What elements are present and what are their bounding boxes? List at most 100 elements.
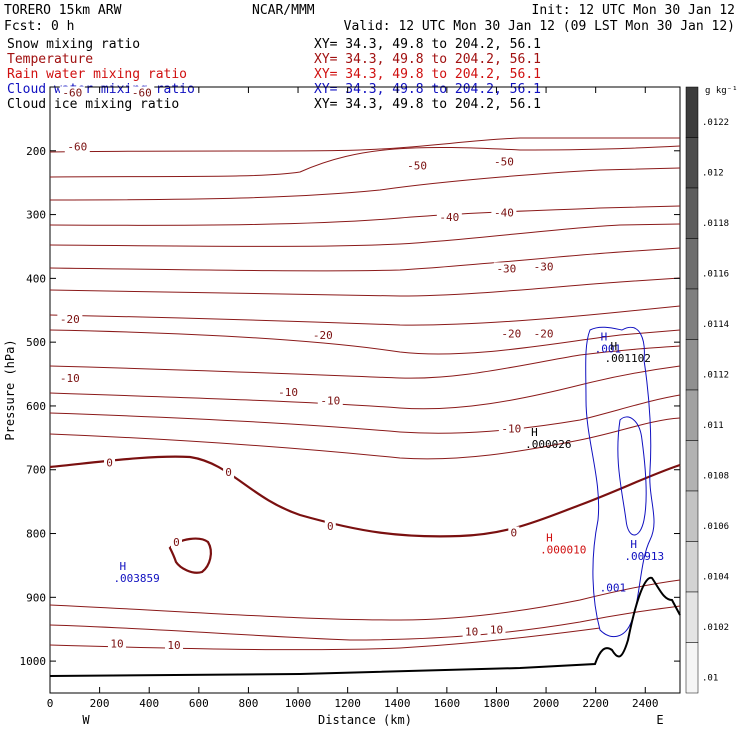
colorbar-label: .0112 (702, 370, 729, 380)
temperature-label: -10 (278, 386, 298, 399)
y-tick-label: 600 (26, 400, 46, 413)
x-tick-label: 1400 (384, 697, 411, 710)
temperature-label: 0 (225, 466, 232, 479)
x-tick-label: 1800 (483, 697, 510, 710)
temperature-label: -20 (313, 329, 333, 342)
extrema-labels: H.001H.001102H.000026H.000010H.003859H.0… (113, 331, 664, 595)
temperature-label: -40 (494, 206, 514, 219)
isotherm-line (49, 579, 681, 621)
freezing-closed-contour (168, 537, 212, 574)
extremum-mark: H (546, 531, 553, 544)
colorbar-segment (685, 86, 699, 138)
label-mask (498, 327, 524, 340)
field-legend: Snow mixing ratio XY= 34.3, 49.8 to 204.… (7, 37, 541, 112)
extremum-value: .003859 (113, 572, 159, 585)
y-tick-label: 300 (26, 209, 46, 222)
y-tick-label: 800 (26, 528, 46, 541)
isotherm-line (49, 223, 681, 247)
label-mask (59, 86, 85, 99)
x-axis-title: Distance (km) (318, 713, 412, 727)
label-mask (498, 422, 524, 435)
isotherm-line (49, 145, 681, 178)
label-mask (436, 210, 462, 223)
extremum-value: .001 (595, 343, 622, 356)
label-mask (404, 159, 430, 172)
extremum-value: .00913 (624, 550, 664, 563)
label-mask (104, 456, 116, 469)
colorbar-segment (685, 389, 699, 441)
temperature-label: -10 (320, 394, 340, 407)
temperature-label: 0 (106, 456, 113, 469)
label-mask (324, 520, 336, 533)
extremum-mark: H (119, 560, 126, 573)
y-axis: 200 300 400 500 600 700 800 900 10 0 0 (20, 145, 680, 668)
colorbar-label: .0116 (702, 269, 729, 279)
colorbar-segment (685, 339, 699, 391)
temperature-label: -60 (132, 86, 152, 99)
isotherm-line (49, 345, 681, 379)
label-mask (64, 140, 90, 153)
freezing-contour (49, 455, 681, 538)
temperature-label: 0 (173, 536, 180, 549)
x-tick-label: 600 (189, 697, 209, 710)
terrain (49, 576, 681, 677)
label-mask (493, 262, 519, 275)
extremum-value: .001 (600, 582, 627, 595)
temperature-label: -60 (67, 141, 87, 154)
y-tick-label: 900 (26, 591, 46, 604)
freezing-level (49, 455, 681, 574)
isotherm-line (49, 605, 681, 641)
colorbar-label: .0106 (702, 522, 729, 532)
forecast-hour: Fcst: 0 h (4, 19, 74, 34)
temperature-label: -50 (407, 160, 427, 173)
x-tick-label: 1200 (334, 697, 361, 710)
colorbar-segment (685, 440, 699, 492)
colorbar-label: .0108 (702, 471, 729, 481)
label-mask (531, 260, 557, 273)
y-tick-label: 700 (26, 464, 46, 477)
colorbar-label: .012 (702, 168, 724, 178)
y-tick-label: 500 (26, 336, 46, 349)
east-endpoint: E (656, 713, 663, 727)
temperature-labels: -60 -60 -60 -50 -50 -40 -40 -30 -30 -20 -20 -20 -20 -… (57, 86, 557, 652)
field-name-rain: Rain water mixing ratio (7, 67, 187, 82)
x-tick-label: 2400 (632, 697, 659, 710)
label-mask (107, 637, 126, 650)
colorbar-label: .011 (702, 421, 724, 431)
y-tick-label: 200 (26, 145, 46, 158)
isotherm-line (49, 329, 681, 355)
extremum-mark: H (531, 426, 538, 439)
isotherm-line (49, 365, 681, 410)
isotherm-line (49, 394, 681, 434)
extremum-value: .000010 (540, 543, 586, 556)
temperature-label: 10 (465, 625, 478, 638)
x-axis: 0 200 400 600 800 1000 1200 1400 1600 1800 2000 220… (47, 87, 659, 710)
field-name-cloud-ice: Cloud ice mixing ratio (7, 97, 179, 112)
init-time: Init: 12 UTC Mon 30 Jan 12 (532, 3, 736, 18)
temperature-label: 10 (110, 638, 123, 651)
field-name-temperature: Temperature (7, 52, 93, 67)
label-mask (491, 206, 517, 219)
field-xy-snow: XY= 34.3, 49.8 to 204.2, 56.1 (314, 37, 541, 52)
valid-time: Valid: 12 UTC Mon 30 Jan 12 (09 LST Mon … (344, 19, 735, 34)
temperature-label: 10 (167, 639, 180, 652)
cloud-water-outline (585, 326, 655, 638)
isotherm-line (49, 277, 681, 297)
isotherm-line (49, 167, 681, 201)
extremum-mark: H (601, 331, 608, 344)
colorbar-label: .0104 (702, 572, 729, 582)
colorbar-segment (685, 642, 699, 694)
y-tick-label: 400 (26, 272, 46, 285)
field-xy-cloud-ice: XY= 34.3, 49.8 to 204.2, 56.1 (314, 97, 541, 112)
colorbar-segment (685, 541, 699, 593)
isotherm-line (49, 137, 680, 153)
colorbar-segment (685, 137, 699, 189)
extremum-mark: H (611, 340, 618, 353)
x-tick-label: 800 (238, 697, 258, 710)
x-tick-label: 0 (47, 697, 54, 710)
colorbar-label: .0102 (702, 623, 729, 633)
temperature-label: -30 (496, 262, 516, 275)
colorbar-label: .0114 (702, 320, 729, 330)
temperature-label: -40 (439, 211, 459, 224)
